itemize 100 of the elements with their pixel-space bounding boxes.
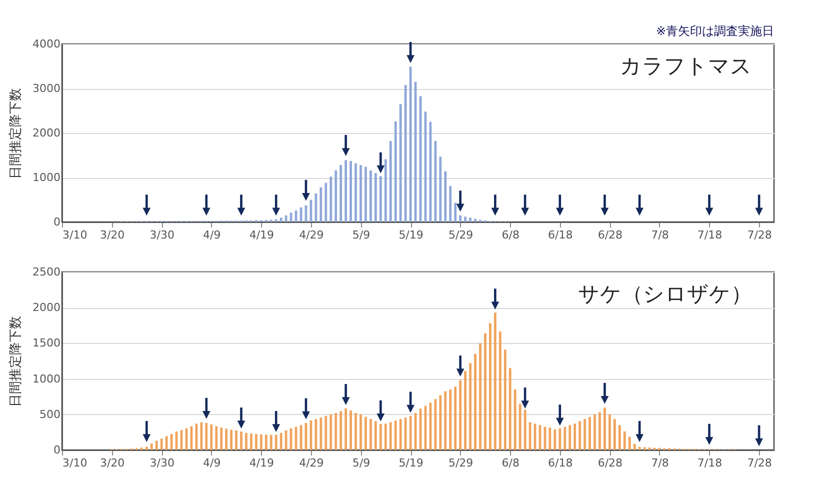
- bar: [568, 425, 572, 450]
- bar: [260, 434, 262, 450]
- bar: [314, 194, 318, 222]
- y-tick-label: 0: [54, 444, 60, 456]
- x-tick-label: 4/19: [249, 228, 274, 242]
- bar: [374, 173, 377, 222]
- y-tick-label: 500: [40, 408, 60, 421]
- bar: [324, 182, 328, 222]
- x-tick-label: 3/10: [62, 228, 88, 242]
- y-tick-label: 1000: [32, 372, 60, 386]
- bar: [404, 418, 407, 450]
- bar: [354, 163, 357, 222]
- bar: [145, 446, 148, 450]
- bar: [344, 408, 348, 450]
- bar: [270, 434, 272, 450]
- bar: [344, 160, 348, 222]
- bar: [558, 428, 562, 450]
- bar: [598, 412, 601, 450]
- bar: [340, 165, 342, 222]
- bar: [379, 176, 382, 222]
- y-tick-label: 1500: [32, 336, 60, 350]
- x-tick-label: 3/30: [150, 228, 174, 242]
- bar: [384, 424, 387, 450]
- bar: [320, 187, 322, 222]
- text: サケ（シロザケ）: [578, 282, 752, 306]
- bar: [474, 354, 476, 450]
- bar: [384, 159, 387, 222]
- y-tick-label: 1000: [32, 171, 60, 184]
- x-tick-label: 6/8: [502, 228, 520, 242]
- y-tick-label: 2000: [32, 126, 60, 140]
- x-tick-label: 7/8: [651, 456, 669, 470]
- bar: [284, 215, 288, 222]
- bar: [360, 414, 362, 450]
- bar: [264, 434, 268, 450]
- bar: [429, 122, 432, 222]
- bar: [564, 426, 566, 450]
- bar: [274, 434, 278, 450]
- bar: [200, 422, 203, 450]
- bar: [449, 186, 452, 222]
- bar: [165, 436, 168, 450]
- bar: [479, 343, 482, 450]
- bar: [444, 171, 447, 222]
- bar: [604, 408, 606, 450]
- bar: [284, 430, 288, 450]
- x-tick-label: 4/9: [203, 228, 221, 242]
- y-tick-label: 2000: [32, 301, 60, 314]
- bar: [340, 411, 342, 450]
- bar: [498, 331, 502, 450]
- bar: [389, 422, 392, 450]
- bar: [160, 438, 163, 450]
- bar: [439, 156, 442, 222]
- bar: [215, 426, 218, 450]
- bar: [434, 141, 437, 222]
- bar: [280, 432, 282, 450]
- bar: [245, 432, 248, 450]
- x-tick-label: 6/18: [548, 456, 573, 470]
- bar: [389, 141, 392, 222]
- bar: [469, 363, 472, 450]
- bar: [210, 424, 213, 450]
- y-tick-label: 2500: [32, 266, 60, 278]
- bar: [195, 424, 198, 450]
- bar: [494, 312, 496, 450]
- bar: [274, 219, 278, 222]
- bar: [150, 444, 153, 450]
- bar: [504, 350, 506, 450]
- bar: [574, 424, 576, 450]
- bar: [584, 419, 586, 450]
- y-tick-label: 3000: [32, 82, 60, 95]
- bar: [334, 412, 338, 450]
- bar: [324, 416, 328, 450]
- x-tick-label: 7/8: [651, 228, 669, 242]
- bar: [250, 434, 252, 450]
- bar: [370, 170, 372, 222]
- text: カラフトマス: [620, 54, 752, 78]
- bar: [394, 121, 397, 222]
- x-tick-label: 3/10: [62, 456, 88, 470]
- bar: [638, 446, 641, 450]
- x-tick-label: 5/19: [398, 228, 424, 242]
- bar: [459, 380, 462, 450]
- bar: [364, 166, 367, 222]
- bar: [444, 391, 447, 450]
- bar: [484, 333, 486, 450]
- bar: [330, 414, 332, 450]
- x-tick-label: 3/20: [100, 456, 125, 470]
- bar: [374, 421, 377, 450]
- x-tick-label: 4/9: [203, 456, 221, 470]
- bar: [514, 389, 516, 450]
- bar: [628, 436, 631, 450]
- bar: [439, 395, 442, 450]
- y-tick-label: 0: [54, 216, 60, 228]
- x-tick-label: 5/29: [448, 228, 474, 242]
- x-tick-label: 5/9: [352, 228, 370, 242]
- x-tick-label: 5/29: [448, 456, 474, 470]
- bar: [379, 424, 382, 450]
- y-axis-title: 日間推定降下数: [8, 316, 24, 407]
- bar: [554, 429, 556, 450]
- x-tick-label: 4/29: [299, 456, 324, 470]
- bar: [518, 404, 522, 450]
- x-tick-label: 6/28: [598, 228, 623, 242]
- bar: [613, 419, 616, 450]
